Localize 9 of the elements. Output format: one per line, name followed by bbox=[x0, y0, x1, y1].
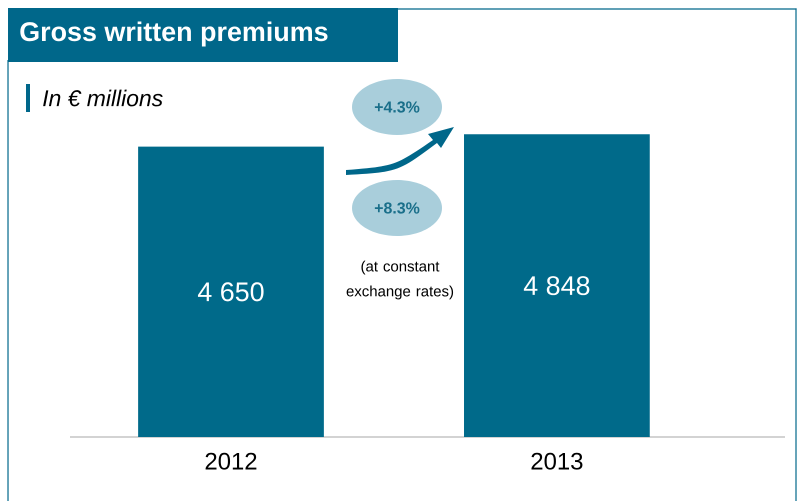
text: +4.3% bbox=[374, 101, 420, 113]
x-tick-label: 2012 bbox=[206, 452, 256, 470]
chart-subtitle: In € millions bbox=[43, 90, 163, 106]
annotation: (at constant exchange rates) bbox=[346, 260, 454, 300]
data-label: 4 650 bbox=[198, 282, 264, 302]
annotation: +8.3% bbox=[374, 202, 420, 214]
chart-title: Gross written premiums bbox=[20, 21, 328, 47]
data-label: 4 848 bbox=[524, 276, 590, 296]
x-tick-label: 2013 bbox=[531, 452, 582, 470]
